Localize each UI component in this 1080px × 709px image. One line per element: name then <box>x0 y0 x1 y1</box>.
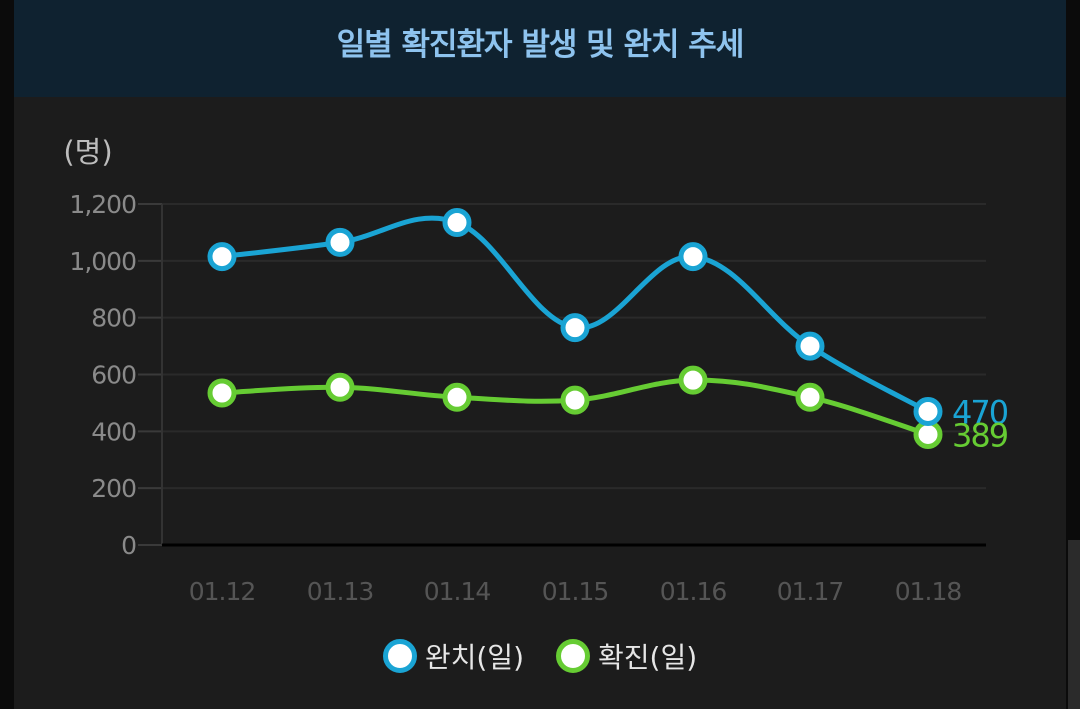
data-point <box>795 331 825 361</box>
legend-label: 완치(일) <box>424 641 524 674</box>
legend-label: 확진(일) <box>598 641 698 674</box>
data-point <box>325 372 355 402</box>
chart-panel <box>14 0 1066 709</box>
end-data-label: 389 <box>952 416 1008 454</box>
legend-item-recovered[interactable]: 완치(일) <box>382 636 524 676</box>
data-point <box>913 419 943 449</box>
y-tick-label: 800 <box>91 304 136 333</box>
y-tick-label: 1,200 <box>69 190 136 219</box>
recovered-marker-icon <box>382 639 417 673</box>
x-tick-label: 01.15 <box>542 577 609 606</box>
scrollbar[interactable] <box>1068 540 1080 709</box>
y-tick-label: 600 <box>91 361 136 390</box>
x-tick-label: 01.12 <box>189 577 256 606</box>
data-point <box>795 382 825 412</box>
legend-item-confirmed[interactable]: 확진(일) <box>556 636 697 676</box>
data-point <box>207 378 237 408</box>
y-tick-label: 400 <box>91 417 136 446</box>
x-tick-label: 01.13 <box>307 577 374 606</box>
data-point <box>560 313 590 343</box>
y-tick-label: 1,000 <box>69 247 136 276</box>
legend: 완치(일) 확진(일) <box>0 636 1080 676</box>
data-point <box>325 227 355 257</box>
chart-title: 일별 확진환자 발생 및 완치 추세 <box>336 27 745 63</box>
end-data-label: 470 <box>952 393 1008 431</box>
x-tick-label: 01.16 <box>660 577 727 606</box>
data-point <box>442 382 472 412</box>
x-tick-label: 01.18 <box>895 577 962 606</box>
data-point <box>678 365 708 395</box>
y-tick-label: 200 <box>91 474 136 503</box>
data-point <box>560 385 590 415</box>
data-point <box>442 207 472 237</box>
chart-header: 일별 확진환자 발생 및 완치 추세 <box>14 0 1066 97</box>
confirmed-marker-icon <box>556 639 590 673</box>
data-point <box>207 242 237 272</box>
x-tick-label: 01.14 <box>424 577 491 606</box>
x-tick-label: 01.17 <box>777 577 844 606</box>
data-point <box>913 396 943 426</box>
y-axis-unit: (명) <box>63 135 112 169</box>
data-point <box>678 242 708 272</box>
y-tick-label: 0 <box>121 531 136 560</box>
